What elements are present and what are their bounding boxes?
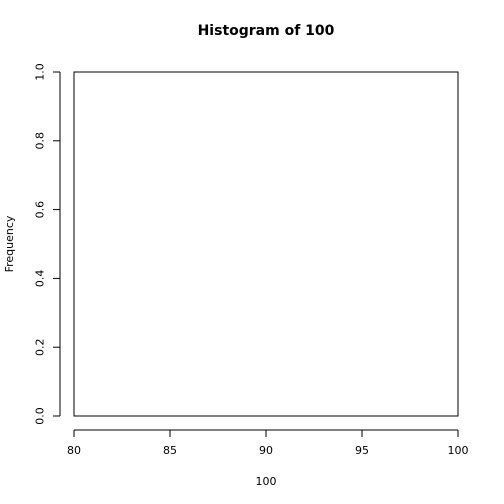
x-tick-label: 90 xyxy=(259,444,273,457)
x-tick-label: 100 xyxy=(448,444,469,457)
x-tick-label: 95 xyxy=(355,444,369,457)
y-tick-label: 0.0 xyxy=(34,407,47,425)
plot-box xyxy=(73,71,459,417)
y-axis-label: Frequency xyxy=(3,215,16,272)
chart-title: Histogram of 100 xyxy=(198,23,335,39)
x-tick-label: 85 xyxy=(163,444,177,457)
x-tick-label: 80 xyxy=(67,444,81,457)
y-tick-label: 0.8 xyxy=(34,132,47,150)
y-tick-label: 0.2 xyxy=(34,338,47,356)
y-tick-label: 0.6 xyxy=(34,201,47,219)
y-tick-label: 1.0 xyxy=(34,63,47,81)
x-axis-label: 100 xyxy=(256,475,277,488)
y-axis: 0.0 0.2 0.4 0.6 0.8 1.0 xyxy=(34,63,61,425)
y-tick-label: 0.4 xyxy=(34,270,47,288)
x-axis: 80 85 90 95 100 xyxy=(67,429,469,457)
